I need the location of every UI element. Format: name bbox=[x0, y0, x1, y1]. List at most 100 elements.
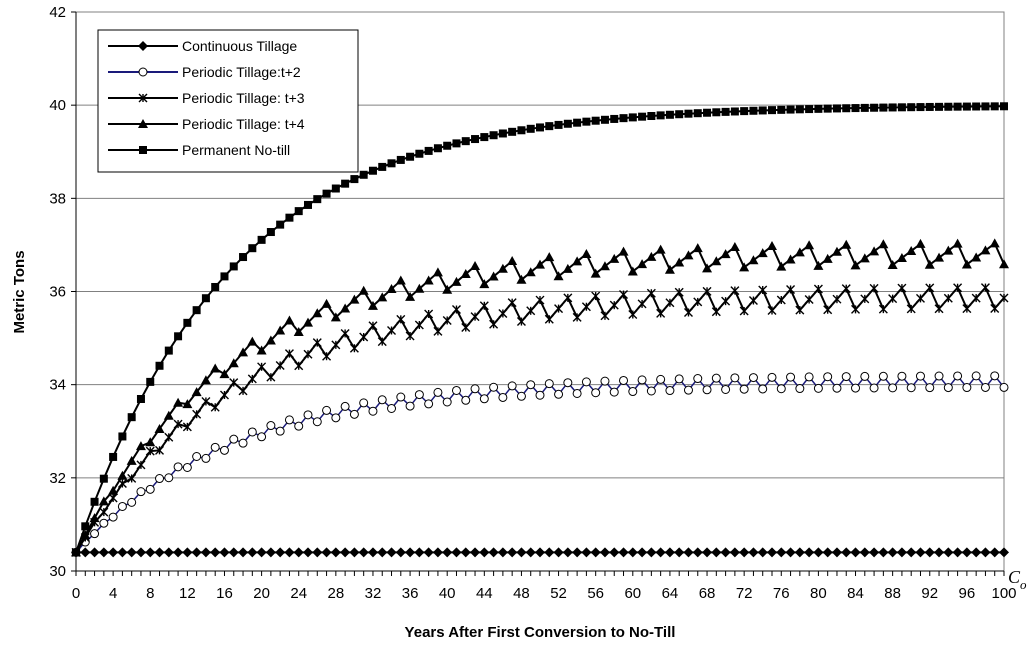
series-1-point bbox=[711, 373, 721, 383]
series-2-point bbox=[155, 445, 165, 455]
series-4-point bbox=[628, 113, 637, 122]
series-2-point bbox=[210, 402, 220, 412]
series-2-point bbox=[656, 308, 666, 318]
series-4-point bbox=[174, 332, 183, 341]
series-3-point bbox=[999, 259, 1009, 269]
series-1-point bbox=[155, 474, 165, 484]
series-2-point bbox=[897, 283, 907, 293]
series-1-point bbox=[201, 453, 211, 463]
series-3-point bbox=[98, 496, 109, 506]
x-tick-label-32: 32 bbox=[365, 585, 382, 602]
series-3-point bbox=[423, 275, 434, 285]
series-1-point bbox=[340, 401, 350, 411]
series-3-point bbox=[655, 244, 666, 254]
series-0-point bbox=[906, 547, 917, 558]
series-3-point bbox=[989, 238, 1000, 248]
series-2-point bbox=[730, 286, 740, 296]
series-0-point bbox=[999, 547, 1009, 558]
series-1 bbox=[71, 371, 1009, 557]
series-4-point bbox=[229, 262, 238, 271]
series-1-point bbox=[776, 384, 786, 394]
series-1-point bbox=[999, 382, 1009, 392]
series-2-point bbox=[349, 343, 359, 353]
series-0-point bbox=[516, 547, 527, 558]
series-0-point bbox=[488, 547, 499, 558]
series-1-point bbox=[869, 383, 879, 393]
series-1-point bbox=[331, 413, 341, 423]
series-1-point bbox=[368, 406, 378, 416]
series-3-point bbox=[794, 247, 805, 257]
series-2-point bbox=[275, 360, 285, 370]
y-axis-title: Metric Tons bbox=[11, 250, 28, 333]
series-2-point bbox=[962, 304, 972, 314]
x-tick-label-28: 28 bbox=[327, 585, 344, 602]
series-3-point bbox=[683, 250, 694, 260]
series-0-point bbox=[108, 547, 119, 558]
series-3-point bbox=[256, 345, 267, 355]
series-1-point bbox=[878, 371, 888, 381]
series-3-point bbox=[303, 317, 313, 327]
series-2-point bbox=[572, 312, 582, 322]
series-2-point bbox=[758, 285, 768, 295]
series-2-point bbox=[127, 473, 137, 483]
legend-marker-4 bbox=[139, 146, 147, 154]
series-2-point bbox=[748, 296, 758, 306]
series-0-point bbox=[637, 547, 648, 558]
series-4-point bbox=[805, 105, 814, 114]
series-3-point bbox=[776, 261, 787, 271]
series-0-point bbox=[562, 547, 573, 558]
series-0-point bbox=[767, 547, 777, 558]
series-1-point bbox=[461, 395, 471, 405]
series-2-point bbox=[266, 372, 276, 382]
x-tick-label-12: 12 bbox=[179, 585, 196, 602]
series-4-point bbox=[536, 123, 544, 132]
series-1-point bbox=[841, 372, 851, 382]
series-4-point bbox=[526, 124, 535, 133]
series-0-point bbox=[442, 547, 453, 558]
series-0-point bbox=[618, 547, 629, 558]
series-4-point bbox=[888, 103, 897, 112]
series-3-point bbox=[219, 369, 230, 379]
series-2-point bbox=[739, 306, 749, 316]
series-4-point bbox=[1000, 102, 1008, 111]
series-0-point bbox=[794, 547, 805, 558]
series-3-point bbox=[367, 300, 378, 310]
series-0-point bbox=[135, 547, 146, 558]
series-3-point bbox=[108, 485, 119, 495]
series-2-point bbox=[888, 294, 898, 304]
series-1-point bbox=[544, 379, 554, 389]
series-0-point bbox=[507, 547, 518, 558]
x-tick-label-72: 72 bbox=[736, 585, 753, 602]
series-3-point bbox=[414, 283, 425, 293]
series-4-point bbox=[322, 189, 331, 198]
series-3-point bbox=[869, 246, 880, 256]
x-tick-label-88: 88 bbox=[884, 585, 901, 602]
series-2-point bbox=[581, 302, 591, 312]
series-4-point bbox=[638, 112, 647, 121]
series-3-point bbox=[961, 259, 972, 269]
series-3-point bbox=[906, 245, 917, 255]
series-4-point bbox=[545, 122, 554, 131]
series-0-point bbox=[553, 547, 564, 558]
series-1-point bbox=[823, 372, 833, 382]
series-1-point bbox=[860, 371, 870, 381]
series-1-point bbox=[990, 371, 1000, 381]
series-1-point bbox=[322, 405, 332, 415]
series-1-point bbox=[683, 385, 693, 395]
series-1-point bbox=[284, 415, 294, 425]
series-4-point bbox=[870, 103, 879, 112]
series-0-point bbox=[395, 547, 406, 558]
series-2-point bbox=[312, 338, 322, 348]
series-0-point bbox=[757, 547, 768, 558]
series-0-point bbox=[89, 547, 100, 558]
legend-marker-0 bbox=[138, 41, 148, 51]
series-2-point bbox=[479, 301, 489, 311]
series-4-point bbox=[554, 120, 563, 129]
series-0-point bbox=[145, 547, 156, 558]
series-4-point bbox=[266, 228, 275, 237]
series-0-point bbox=[367, 547, 378, 558]
series-4-point bbox=[563, 119, 572, 128]
series-1-point bbox=[702, 385, 712, 395]
series-4-point bbox=[582, 117, 591, 126]
x-tick-label-36: 36 bbox=[402, 585, 419, 602]
